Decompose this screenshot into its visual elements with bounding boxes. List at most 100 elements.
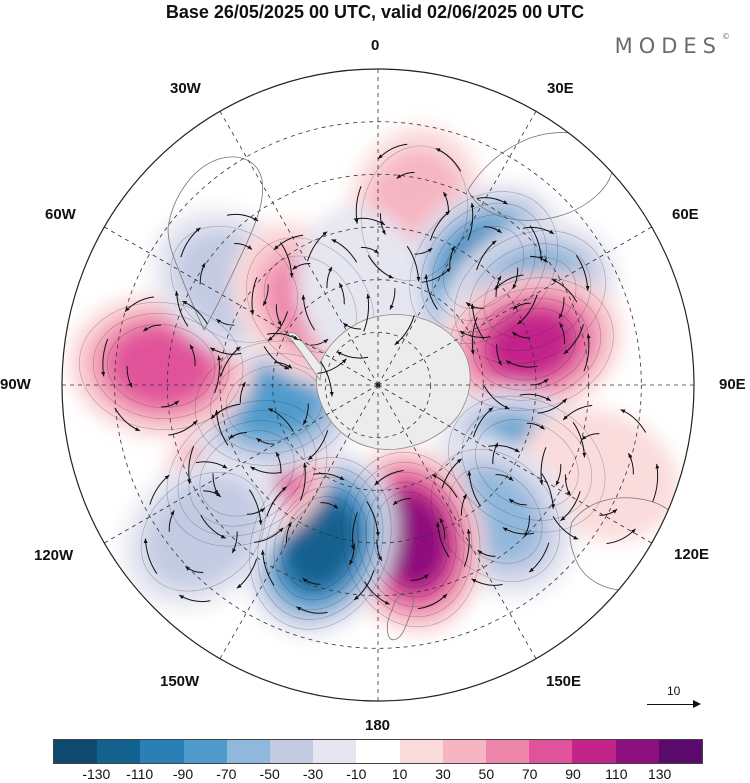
wind-arrow: [541, 473, 555, 509]
wind-arrow: [652, 463, 660, 502]
colorbar-tick-label: 110: [605, 766, 628, 782]
wind-arrow: [529, 255, 549, 263]
colorbar-tick-label: -110: [126, 766, 154, 782]
wind-arrow: [296, 606, 328, 614]
wind-arrow: [492, 442, 499, 465]
wind-arrow: [620, 409, 647, 433]
wind-arrow: [210, 403, 240, 420]
wind-arrow: [526, 422, 545, 430]
south-america-coast: [167, 156, 264, 331]
wind-arrow: [246, 507, 266, 515]
wind-arrow: [581, 433, 600, 441]
lon-label-0: 0: [371, 37, 380, 54]
colorbar-tick-label: -50: [259, 766, 280, 782]
colorbar-tick-label: 50: [478, 766, 495, 782]
wind-arrow: [274, 361, 293, 369]
wind-arrow: [467, 470, 481, 507]
wind-arrow: [360, 246, 380, 254]
wind-arrow: [477, 549, 496, 557]
wind-arrow: [522, 226, 555, 235]
map-boundary: [61, 68, 695, 702]
wind-arrow: [280, 242, 294, 278]
wind-arrow: [239, 381, 246, 404]
wind-arrow: [214, 355, 222, 394]
wind-arrow: [250, 466, 282, 474]
anomaly-band: [285, 499, 356, 588]
wind-arrow: [231, 531, 238, 554]
lon-label-60e: 60E: [672, 206, 699, 223]
wind-arrow: [494, 274, 524, 291]
wind-arrow: [463, 529, 471, 567]
colorbar-swatch: [486, 740, 530, 763]
wind-arrow: [236, 558, 258, 589]
wind-arrow: [250, 277, 258, 315]
colorbar-tick-label: 10: [391, 766, 408, 782]
lon-label-180: 180: [365, 717, 391, 734]
map-title: Base 26/05/2025 00 UTC, valid 02/06/2025…: [165, 2, 585, 22]
wind-arrow: [214, 409, 229, 446]
wind-arrow: [275, 304, 282, 326]
wind-arrow: [195, 461, 228, 469]
wind-arrow: [488, 445, 520, 453]
wind-arrow: [143, 324, 162, 332]
wind-arrow: [424, 274, 438, 310]
wind-arrow: [149, 474, 170, 505]
colorbar-swatch: [529, 740, 573, 763]
wind-arrow: [606, 528, 636, 544]
anomaly-contour: [257, 466, 384, 620]
wind-arrow: [143, 538, 158, 574]
wind-arrow: [299, 462, 308, 501]
new-zealand-coast: [386, 590, 414, 641]
wind-arrow: [363, 293, 371, 332]
wind-arrow: [483, 385, 510, 410]
wind-arrow: [552, 516, 579, 540]
anomaly-contour: [249, 457, 392, 630]
wind-arrow: [377, 143, 408, 160]
wind-arrow: [216, 318, 235, 326]
anomaly-contour: [474, 419, 579, 509]
wind-arrow: [472, 407, 494, 438]
colorbar-swatch: [183, 740, 227, 763]
wind-arrow: [583, 333, 591, 372]
lon-label-30e: 30E: [547, 80, 574, 97]
wind-arrow: [273, 234, 304, 251]
wind-arrow: [203, 490, 222, 498]
anomaly-contour: [365, 481, 457, 598]
wind-arrow: [562, 404, 593, 421]
wind-arrow: [228, 432, 248, 439]
wind-arrow: [267, 311, 289, 342]
wind-arrow: [348, 543, 355, 565]
anomaly-contour: [454, 230, 606, 365]
wind-arrow: [449, 246, 456, 268]
anomaly-contour: [188, 420, 306, 527]
colorbar-swatch: [270, 740, 314, 763]
anomaly-contour: [485, 307, 577, 381]
wind-arrow: [353, 217, 386, 226]
anomaly-contour: [420, 202, 547, 333]
anomaly-contour: [430, 449, 561, 582]
wind-arrow: [199, 262, 206, 285]
anomaly-contour: [106, 324, 216, 408]
wind-arrow: [539, 447, 547, 485]
wind-arrow: [524, 515, 531, 538]
lon-label-150w: 150W: [160, 673, 200, 690]
anomaly-contour: [170, 225, 298, 343]
anomaly-contour: [373, 491, 449, 588]
lon-label-120e: 120E: [674, 546, 710, 563]
colorbar-tick-label: -130: [82, 766, 111, 782]
wind-arrow: [226, 213, 259, 222]
wind-arrow: [530, 378, 549, 386]
anomaly-contour: [92, 313, 230, 419]
wind-arrow: [367, 254, 394, 279]
anomaly-contour: [341, 452, 481, 628]
reference-vector: 10: [645, 684, 705, 724]
wind-arrow: [512, 302, 531, 310]
wind-arrow: [537, 398, 568, 414]
wind-arrow: [389, 288, 396, 310]
colorbar-tick-label: -30: [302, 766, 324, 782]
colorbar-tick-label: 30: [435, 766, 451, 782]
anomaly-contour: [448, 467, 543, 564]
wind-arrow: [476, 197, 508, 205]
wind-arrow: [168, 510, 175, 532]
wind-arrow: [180, 227, 201, 258]
